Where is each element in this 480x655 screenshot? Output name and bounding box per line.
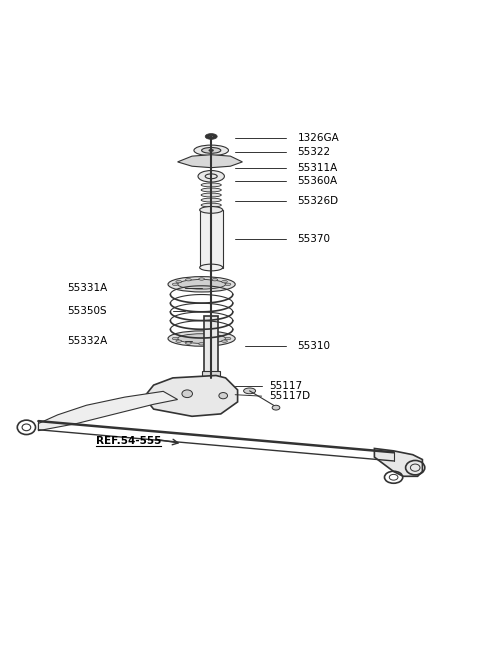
Polygon shape [38,391,178,431]
Ellipse shape [222,280,228,283]
Ellipse shape [178,334,226,343]
Ellipse shape [225,283,231,286]
Ellipse shape [201,188,221,192]
Ellipse shape [201,193,221,197]
Ellipse shape [198,170,224,182]
Text: 55360A: 55360A [298,176,338,186]
Ellipse shape [176,280,181,283]
Ellipse shape [272,405,280,410]
Ellipse shape [185,278,191,281]
Text: 55326D: 55326D [298,196,339,206]
Ellipse shape [222,340,228,343]
Text: 55350S: 55350S [67,306,107,316]
Ellipse shape [201,198,221,202]
Text: 55370: 55370 [298,234,331,244]
Ellipse shape [194,145,228,156]
Ellipse shape [244,388,256,394]
Ellipse shape [182,390,192,398]
Ellipse shape [185,342,191,345]
Ellipse shape [212,278,218,281]
Ellipse shape [200,264,223,271]
Text: REF.54-555: REF.54-555 [96,436,161,446]
Ellipse shape [168,331,235,346]
Ellipse shape [178,280,226,289]
Ellipse shape [199,343,204,345]
Text: 55322: 55322 [298,147,331,157]
Text: 55117D: 55117D [269,391,310,401]
Ellipse shape [212,342,218,345]
FancyBboxPatch shape [202,371,220,385]
Ellipse shape [201,183,221,187]
Ellipse shape [172,283,178,286]
Text: 55117: 55117 [269,381,302,391]
Text: 55332A: 55332A [67,336,108,346]
Polygon shape [144,375,238,417]
FancyBboxPatch shape [204,316,218,378]
Ellipse shape [168,276,235,292]
Ellipse shape [205,134,217,140]
Ellipse shape [202,147,221,153]
Ellipse shape [172,337,178,340]
Text: 55310: 55310 [298,341,331,350]
Ellipse shape [219,392,228,399]
Text: 55331A: 55331A [67,283,108,293]
FancyBboxPatch shape [200,210,223,267]
Ellipse shape [201,203,221,207]
Ellipse shape [225,337,231,340]
Ellipse shape [209,149,214,151]
Ellipse shape [199,278,204,280]
Ellipse shape [210,136,213,137]
Polygon shape [374,449,422,476]
Polygon shape [178,155,242,168]
Ellipse shape [176,340,181,343]
Text: 1326GA: 1326GA [298,133,339,143]
Text: 55311A: 55311A [298,162,338,173]
Ellipse shape [200,206,223,214]
